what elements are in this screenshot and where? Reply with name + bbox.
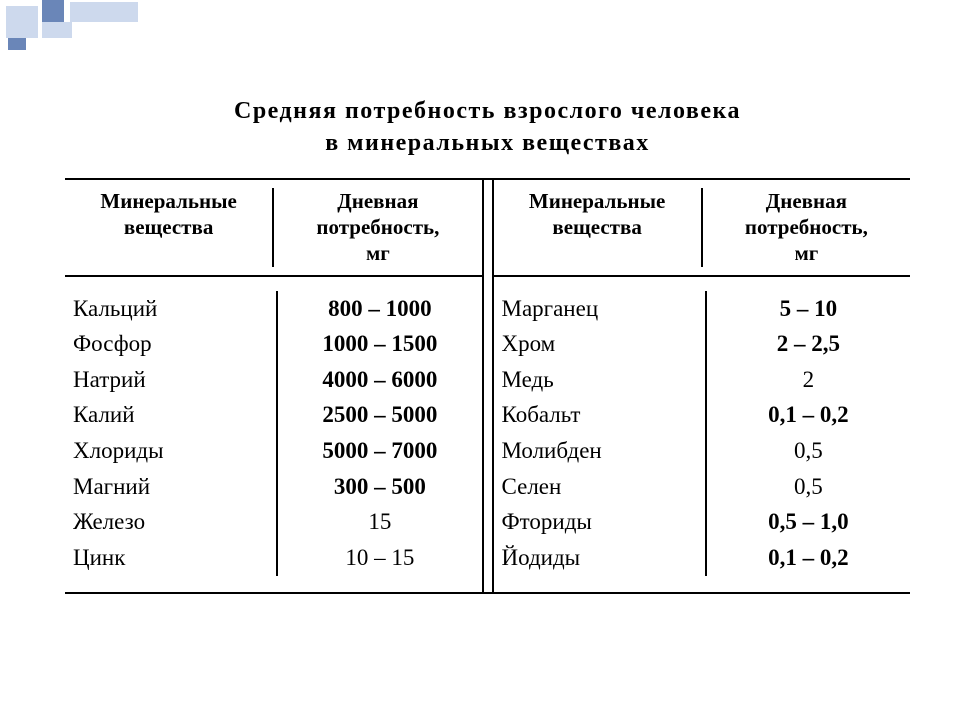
table-row: Кобальт0,1 – 0,2 (494, 397, 911, 433)
table-row: Цинк10 – 15 (65, 540, 482, 576)
table-title: Средняя потребность взрослого человека в… (65, 95, 910, 160)
table-row: Калий2500 – 5000 (65, 397, 482, 433)
table-row: Молибден0,5 (494, 433, 911, 469)
table-center-gap (482, 180, 494, 592)
col-header-name: Минеральные вещества (65, 188, 272, 267)
table-row: Хлориды5000 – 7000 (65, 433, 482, 469)
table-body-right: Марганец5 – 10 Хром2 – 2,5 Медь2 Кобальт… (494, 277, 911, 592)
table-row: Кальций800 – 1000 (65, 291, 482, 327)
table-row: Фториды0,5 – 1,0 (494, 504, 911, 540)
title-line-2: в минеральных веществах (325, 130, 650, 156)
content-area: Средняя потребность взрослого человека в… (65, 95, 910, 594)
minerals-table: Минеральные вещества Дневная потребность… (65, 178, 910, 594)
table-right-half: Минеральные вещества Дневная потребность… (494, 180, 911, 592)
table-row: Марганец5 – 10 (494, 291, 911, 327)
table-row: Магний300 – 500 (65, 469, 482, 505)
corner-decoration (0, 0, 170, 50)
table-row: Йодиды0,1 – 0,2 (494, 540, 911, 576)
table-row: Фосфор1000 – 1500 (65, 326, 482, 362)
slide: Средняя потребность взрослого человека в… (0, 0, 960, 720)
table-row: Медь2 (494, 362, 911, 398)
table-left-half: Минеральные вещества Дневная потребность… (65, 180, 482, 592)
table-row: Хром2 – 2,5 (494, 326, 911, 362)
table-header-right: Минеральные вещества Дневная потребность… (494, 180, 911, 277)
table-header-left: Минеральные вещества Дневная потребность… (65, 180, 482, 277)
col-header-value: Дневная потребность, мг (701, 188, 910, 267)
table-row: Железо15 (65, 504, 482, 540)
table-body-left: Кальций800 – 1000 Фосфор1000 – 1500 Натр… (65, 277, 482, 592)
table-row: Селен0,5 (494, 469, 911, 505)
col-header-name: Минеральные вещества (494, 188, 701, 267)
col-header-value: Дневная потребность, мг (272, 188, 481, 267)
title-line-1: Средняя потребность взрослого человека (234, 98, 741, 124)
table-row: Натрий4000 – 6000 (65, 362, 482, 398)
